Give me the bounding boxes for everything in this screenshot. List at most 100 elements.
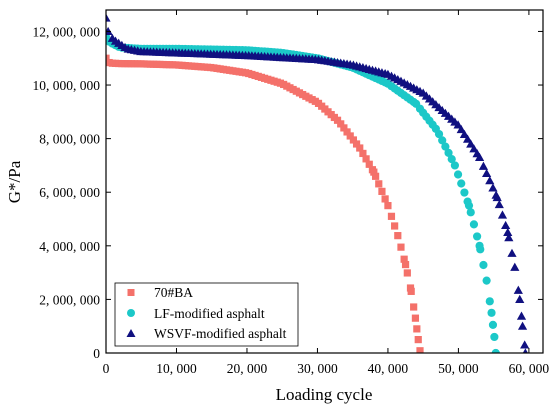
legend-marker-square: [127, 289, 135, 296]
data-point: [349, 136, 357, 144]
data-point: [516, 311, 527, 320]
data-point: [503, 227, 513, 237]
data-point: [356, 144, 364, 152]
data-point: [459, 129, 470, 138]
legend: 70#BA LF-modified asphalt WSVF-modified …: [114, 282, 299, 347]
data-point: [510, 262, 520, 271]
y-tick-label: 2, 000, 000: [39, 292, 100, 307]
data-point: [485, 176, 495, 185]
legend-item-lf: LF-modified asphalt: [127, 306, 265, 321]
data-point: [365, 160, 373, 168]
legend-box: [114, 282, 299, 347]
legend-label: 70#BA: [154, 285, 193, 300]
y-tick-label: 0: [93, 346, 100, 361]
data-point: [485, 297, 494, 306]
axis-layer: 0 10, 000 20, 000 30, 000 40, 000 50, 000 60, …: [33, 10, 550, 376]
data-point: [460, 188, 469, 197]
data-point: [482, 168, 492, 178]
data-point: [515, 294, 525, 304]
data-point: [410, 303, 418, 311]
x-tick-label: 60, 000: [509, 361, 550, 376]
data-point: [106, 13, 111, 22]
data-point: [384, 202, 392, 210]
data-point: [504, 233, 514, 242]
legend-label: LF-modified asphalt: [154, 306, 265, 321]
data-point: [403, 269, 411, 277]
data-point: [457, 179, 466, 188]
data-point: [466, 139, 476, 148]
data-point: [469, 220, 479, 229]
data-point: [472, 232, 482, 241]
data-point: [387, 212, 396, 220]
x-axis-title: Loading cycle: [276, 385, 373, 404]
data-point: [434, 129, 444, 139]
data-point: [487, 308, 496, 317]
legend-marker-triangle: [126, 329, 136, 337]
data-point: [450, 161, 459, 170]
data-point: [469, 144, 479, 153]
data-point: [401, 260, 410, 269]
legend-item-wsvf: WSVF-modified asphalt: [126, 326, 287, 341]
y-tick-label: 8, 000, 000: [39, 132, 100, 147]
data-point: [444, 148, 453, 157]
x-tick-label: 10, 000: [156, 361, 197, 376]
data-point: [507, 248, 517, 257]
data-point: [478, 161, 489, 170]
data-point: [462, 134, 473, 143]
data-point: [476, 245, 485, 254]
data-point: [333, 116, 342, 124]
data-point: [482, 276, 491, 285]
data-point: [488, 320, 498, 329]
data-point: [490, 332, 499, 342]
data-point: [513, 285, 523, 294]
y-axis-title: G*/Pa: [5, 160, 24, 203]
data-point: [517, 321, 528, 330]
data-point: [362, 155, 370, 163]
data-point: [464, 201, 474, 210]
data-point: [372, 172, 380, 180]
data-point: [474, 152, 485, 161]
data-point: [466, 208, 475, 217]
series-layer: [106, 13, 530, 353]
data-point: [492, 192, 502, 202]
data-point: [346, 132, 354, 140]
data-point: [453, 170, 463, 179]
data-point: [343, 128, 351, 136]
data-point: [391, 222, 399, 230]
series-square: [106, 54, 424, 353]
data-point: [375, 180, 383, 188]
plot-frame: [105, 9, 544, 354]
series-triangle: [106, 13, 530, 353]
legend-label: WSVF-modified asphalt: [154, 326, 287, 341]
x-tick-label: 50, 000: [438, 361, 479, 376]
data-point: [397, 243, 405, 251]
data-point: [413, 325, 421, 333]
y-tick-label: 6, 000, 000: [39, 185, 100, 200]
data-point: [352, 140, 361, 148]
data-point: [416, 347, 424, 353]
data-point: [394, 232, 402, 240]
data-point: [378, 187, 386, 195]
data-point: [400, 255, 408, 263]
data-point: [453, 120, 463, 129]
data-point: [479, 260, 488, 270]
data-point: [370, 168, 378, 176]
x-tick-label: 40, 000: [368, 361, 409, 376]
data-point: [494, 199, 504, 209]
y-tick-label: 12, 000, 000: [33, 24, 101, 39]
data-point: [522, 348, 528, 353]
x-tick-label: 0: [103, 361, 110, 376]
legend-marker-circle: [127, 309, 135, 317]
data-point: [340, 124, 348, 132]
y-tick-label: 4, 000, 000: [39, 239, 100, 254]
y-tick-label: 10, 000, 000: [33, 78, 101, 93]
data-point: [359, 149, 367, 158]
data-point: [491, 348, 500, 353]
data-point: [447, 155, 456, 164]
data-point: [414, 336, 422, 344]
data-point: [520, 340, 530, 349]
data-point: [501, 220, 511, 230]
x-tick-label: 30, 000: [297, 361, 338, 376]
data-point: [337, 120, 345, 128]
